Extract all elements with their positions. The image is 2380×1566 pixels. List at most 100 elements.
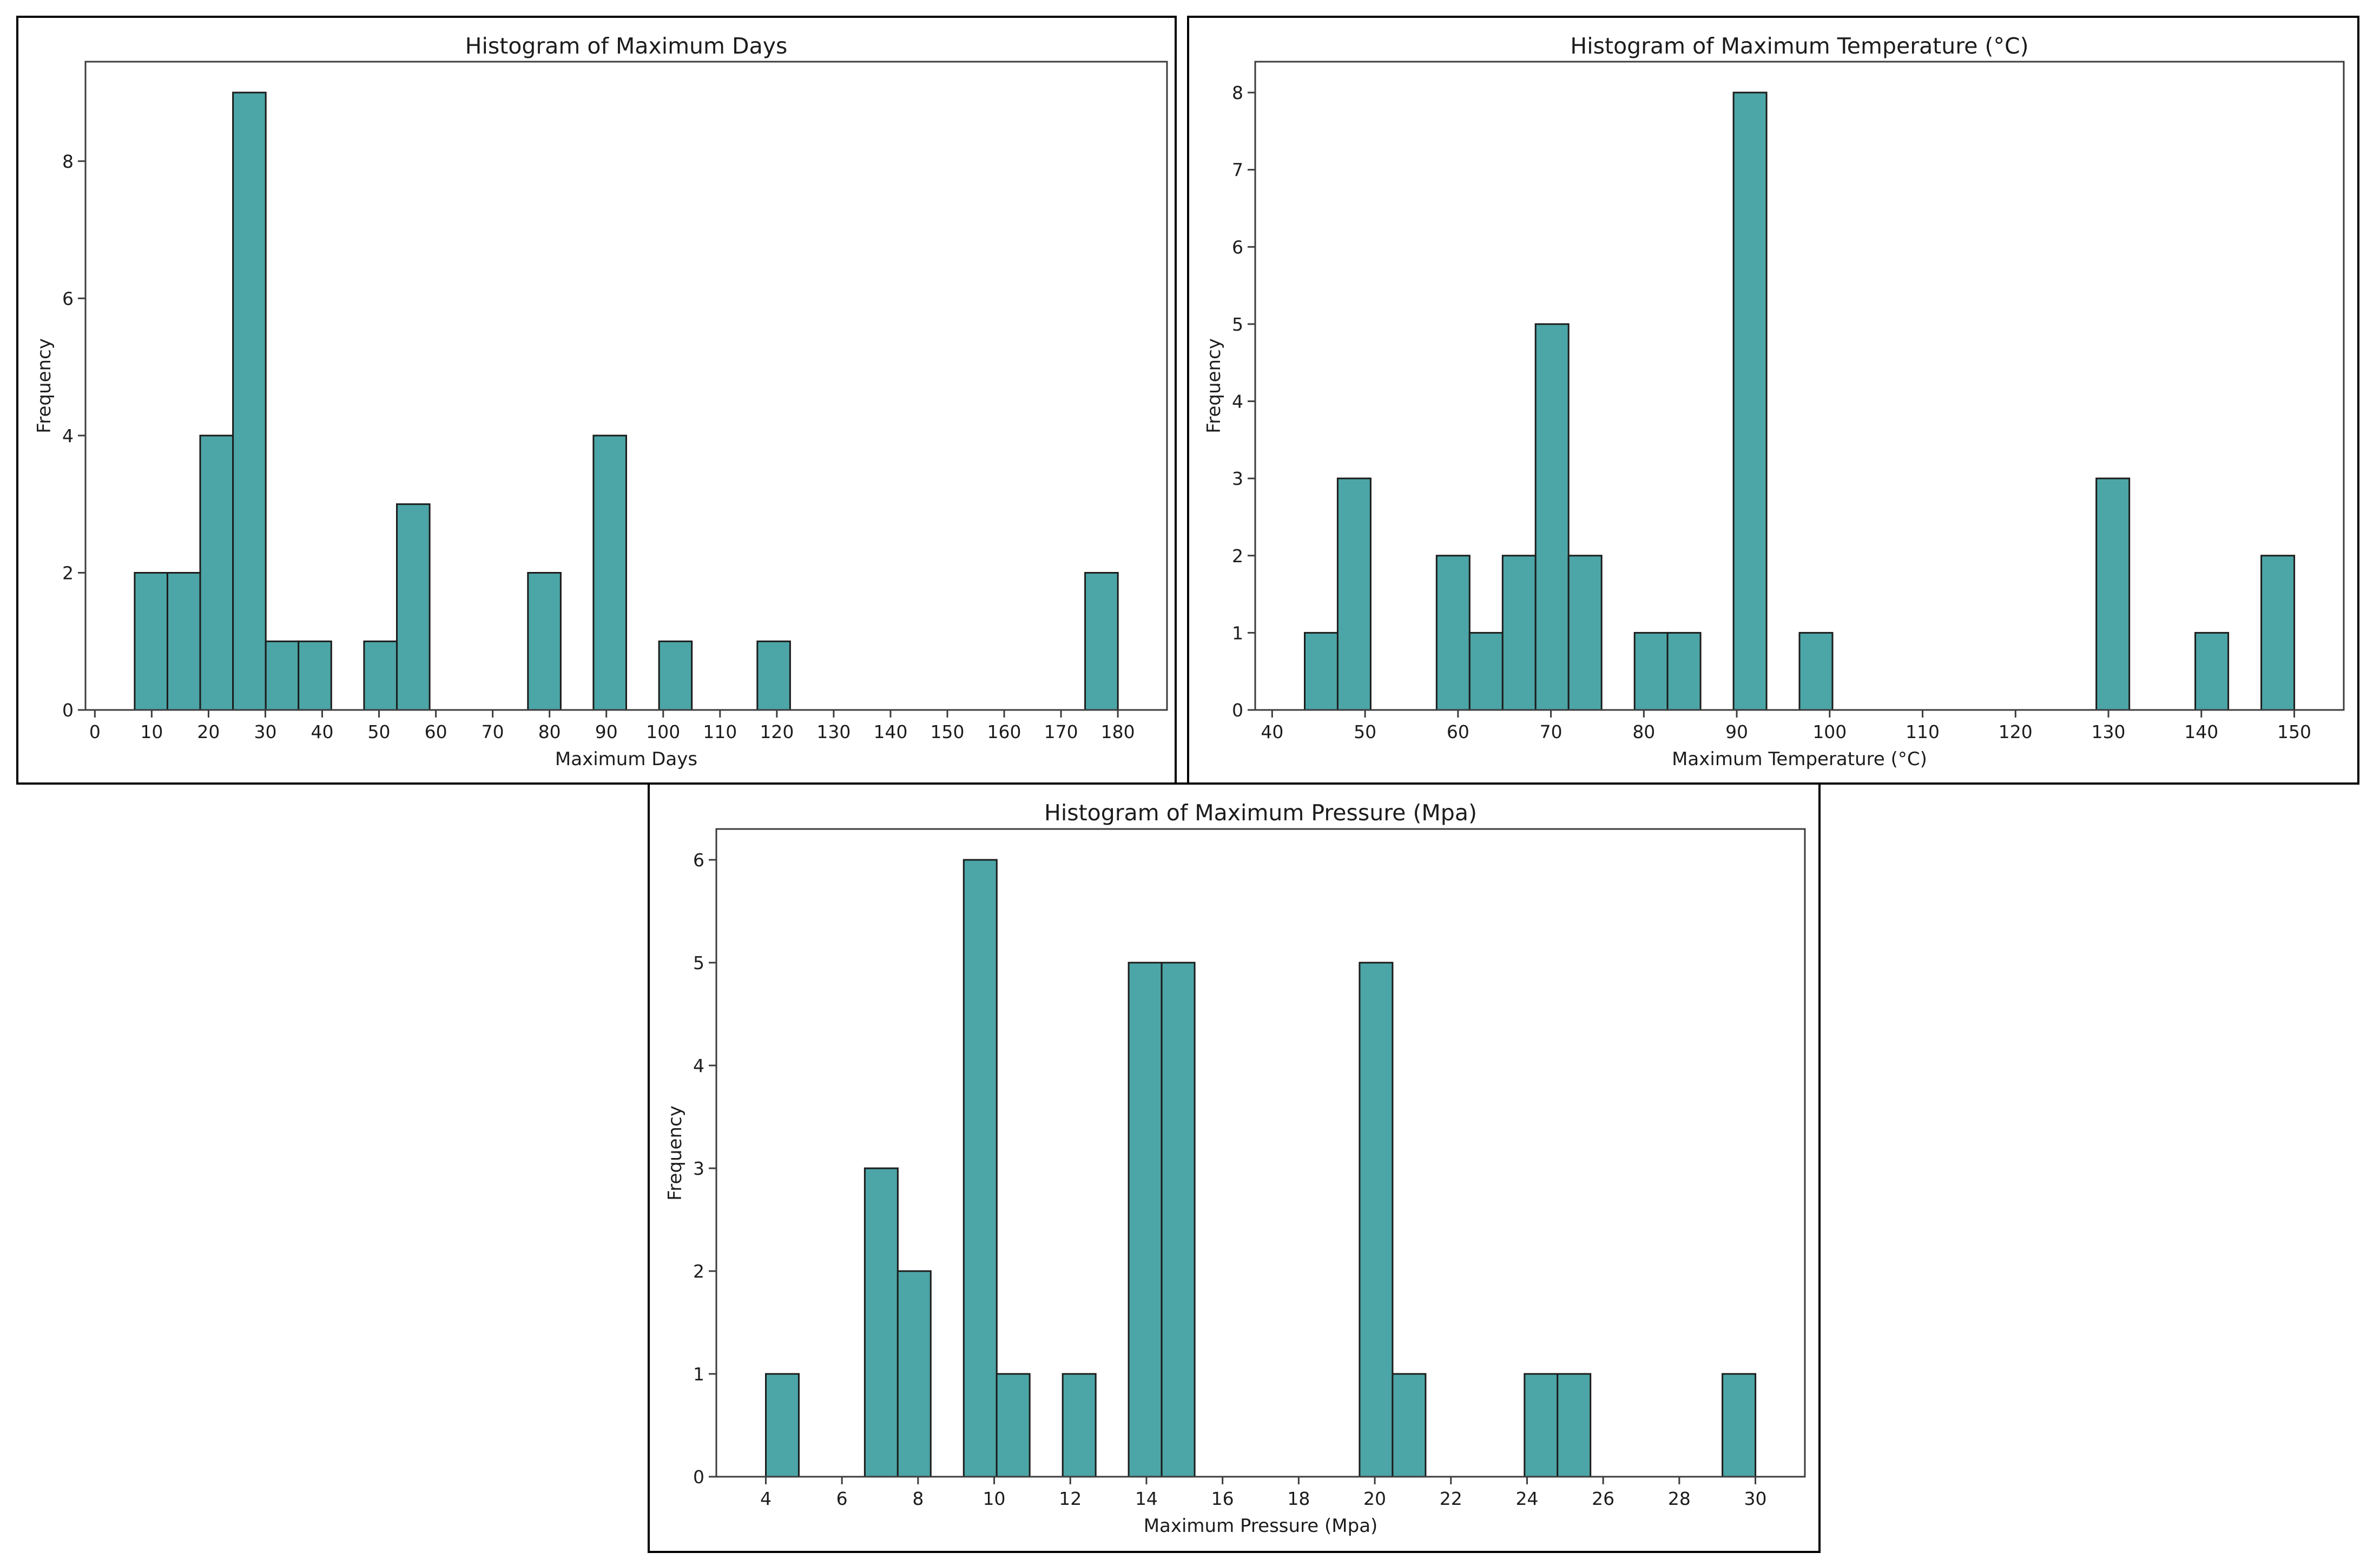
histogram-bar [765, 1373, 800, 1478]
histogram-bar [265, 640, 300, 711]
y-tick-label: 6 [693, 850, 704, 871]
x-tick-label: 80 [1632, 721, 1655, 742]
y-tick-label: 0 [1232, 700, 1243, 721]
y-tick-label: 4 [693, 1055, 704, 1076]
x-tick-label: 40 [1261, 721, 1283, 742]
histogram-bar [1336, 477, 1372, 711]
histogram-bar [1633, 631, 1669, 711]
histogram-bar [756, 640, 791, 711]
x-tick-label: 28 [1668, 1488, 1691, 1509]
x-tick-label: 130 [816, 721, 851, 742]
histogram-bar [1435, 555, 1471, 711]
histogram-bar [592, 435, 628, 711]
x-tick-label: 30 [254, 721, 276, 742]
histogram-bar [199, 435, 234, 711]
x-tick-label: 8 [912, 1488, 924, 1509]
y-tick-label: 4 [62, 425, 74, 446]
y-tick-label: 8 [1232, 82, 1243, 103]
y-tick-label: 0 [62, 700, 74, 721]
histogram-bar [863, 1167, 899, 1478]
histogram-bar [298, 640, 332, 711]
x-tick-label: 12 [1059, 1488, 1082, 1509]
x-tick-label: 100 [646, 721, 680, 742]
y-tick-label: 5 [1232, 314, 1243, 335]
x-tick-label: 60 [1447, 721, 1469, 742]
chart-canvas: 0 10 20 30 40 50 60 70 80 90 100 110 120 130 140 150 160… [62, 61, 1168, 742]
x-tick-label: 0 [89, 721, 101, 742]
y-tick-label: 3 [1232, 468, 1243, 489]
histogram-bar [134, 572, 168, 711]
x-tick-label: 20 [197, 721, 220, 742]
histogram-bar [232, 91, 267, 711]
histogram-bar [1304, 631, 1339, 711]
histogram-bar [1359, 962, 1394, 1478]
histogram-bar [1524, 1373, 1559, 1478]
histogram-bar [1392, 1373, 1427, 1478]
x-tick-label: 160 [987, 721, 1021, 742]
x-tick-label: 60 [425, 721, 447, 742]
x-tick-label: 4 [760, 1488, 772, 1509]
x-tick-label: 22 [1440, 1488, 1462, 1509]
histogram-bar [1798, 631, 1834, 711]
y-tick-label: 7 [1232, 160, 1243, 181]
x-tick-label: 170 [1044, 721, 1078, 742]
x-tick-label: 18 [1287, 1488, 1310, 1509]
x-tick-label: 140 [2184, 721, 2218, 742]
y-tick-label: 5 [693, 952, 704, 973]
histogram-bar [1161, 962, 1196, 1478]
histogram-bar [995, 1373, 1031, 1478]
histogram-bar [1468, 631, 1504, 711]
histogram-bar [896, 1270, 932, 1478]
x-tick-label: 150 [931, 721, 965, 742]
histogram-bar [1666, 631, 1702, 711]
y-tick-label: 6 [1232, 236, 1243, 258]
y-tick-label: 6 [62, 288, 74, 309]
y-tick-label: 1 [693, 1364, 704, 1385]
histogram-bar [1567, 555, 1603, 711]
histogram-bar [1128, 962, 1163, 1478]
histogram-bar [1722, 1373, 1757, 1478]
x-tick-label: 150 [2277, 721, 2311, 742]
y-tick-label: 3 [693, 1158, 704, 1179]
y-tick-label: 4 [1232, 391, 1243, 412]
x-tick-label: 120 [760, 721, 794, 742]
x-tick-label: 120 [1999, 721, 2033, 742]
histogram-bar [166, 572, 201, 711]
histogram-bar [2095, 477, 2131, 711]
histogram-bar [1732, 91, 1768, 711]
chart-title: Histogram of Maximum Days [465, 33, 788, 59]
y-tick-label: 2 [693, 1261, 704, 1282]
axes-frame [84, 61, 1168, 711]
y-tick-label: 2 [1232, 545, 1243, 567]
x-tick-label: 30 [1744, 1488, 1767, 1509]
x-tick-label: 100 [1812, 721, 1847, 742]
figure-max-days: Histogram of Maximum Days Frequency Maxi… [16, 16, 1177, 785]
y-tick-label: 1 [1232, 622, 1243, 643]
x-tick-label: 40 [311, 721, 334, 742]
y-tick-label: 8 [62, 151, 74, 172]
x-tick-label: 180 [1101, 721, 1135, 742]
histogram-bar [1557, 1373, 1592, 1478]
chart-canvas: 40 50 60 70 80 90 100 110 120 130 140 150 0 1 2 3 4 5 6 7 8 [1232, 61, 2345, 742]
histogram-bar [1062, 1373, 1097, 1478]
x-tick-label: 10 [983, 1488, 1006, 1509]
x-tick-label: 14 [1135, 1488, 1158, 1509]
axes-frame [715, 828, 1806, 1478]
histogram-bar [2260, 555, 2296, 711]
x-tick-label: 90 [1725, 721, 1748, 742]
x-tick-label: 26 [1592, 1488, 1614, 1509]
y-tick-label: 2 [62, 562, 74, 583]
chart-title: Histogram of Maximum Temperature (°C) [1570, 33, 2029, 59]
x-tick-label: 110 [1906, 721, 1940, 742]
x-tick-label: 50 [1354, 721, 1376, 742]
histogram-bar [658, 640, 693, 711]
x-tick-label: 50 [368, 721, 391, 742]
histogram-bar [363, 640, 398, 711]
histogram-bar [1534, 323, 1570, 711]
x-tick-label: 110 [703, 721, 737, 742]
x-tick-label: 20 [1363, 1488, 1386, 1509]
x-tick-label: 70 [482, 721, 504, 742]
x-axis-label: Maximum Temperature (°C) [1672, 748, 1927, 770]
histogram-bar [1084, 572, 1119, 711]
